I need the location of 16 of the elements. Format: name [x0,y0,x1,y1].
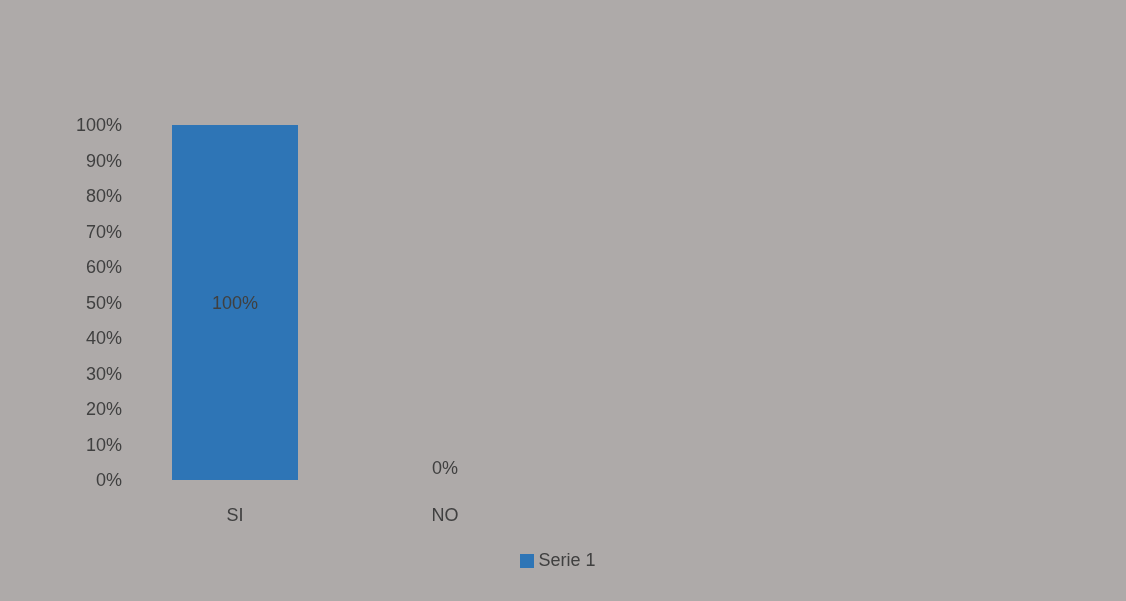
y-tick-label: 50% [85,292,122,313]
x-tick-label: NO [431,504,459,525]
y-tick-label: 30% [85,363,122,384]
y-tick-label: 70% [85,221,122,242]
y-tick-label: 10% [85,434,122,455]
y-tick-label: 0% [95,470,122,491]
y-tick-label: 40% [85,328,122,349]
legend-label: Serie 1 [538,550,596,570]
data-label: 0% [431,458,459,478]
x-tick-label: SI [226,504,244,525]
y-tick-label: 60% [85,257,122,278]
y-tick-label: 20% [85,399,122,420]
y-tick-label: 80% [85,186,122,207]
y-tick-label: 90% [85,150,122,171]
y-tick-label: 100% [75,115,122,136]
data-label: 100% [211,292,259,313]
